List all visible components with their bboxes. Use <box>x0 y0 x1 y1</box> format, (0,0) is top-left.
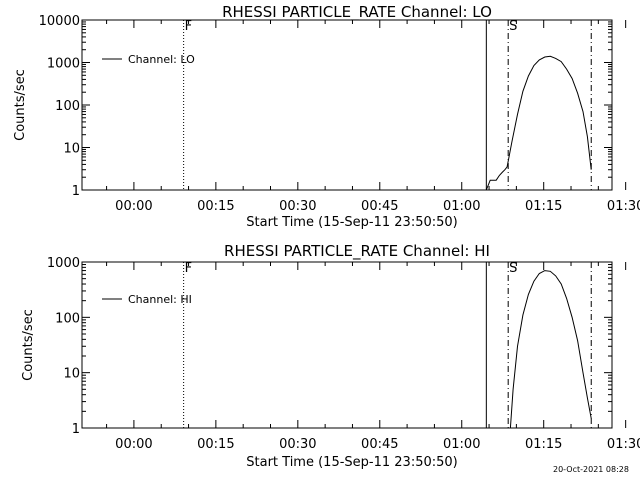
x-tick-label: 00:45 <box>361 437 398 452</box>
x-tick-label: 00:15 <box>197 437 234 452</box>
vline-label: S <box>509 261 517 276</box>
x-tick-label: 00:30 <box>279 437 316 452</box>
y-tick-label: 1 <box>72 184 80 199</box>
y-tick-label: 1000 <box>47 256 80 271</box>
x-tick-label: 00:00 <box>115 199 152 214</box>
y-tick-label: 100 <box>55 99 80 114</box>
series-line <box>485 55 592 191</box>
y-tick-label: 100 <box>55 311 80 326</box>
plot-frame <box>81 261 613 429</box>
x-tick-label: 01:15 <box>525 199 562 214</box>
x-axis-label: Start Time (15-Sep-11 23:50:50) <box>246 455 457 470</box>
hi-channel-panel: RHESSI PARTICLE_RATE Channel: HI 00:00 00:… <box>21 242 640 470</box>
vline-label: F <box>185 261 192 276</box>
y-tick-label: 1000 <box>47 57 80 72</box>
x-tick-label: 01:30 <box>607 199 640 214</box>
vline-label: S <box>509 19 517 34</box>
y-axis-label: Counts/sec <box>21 309 36 381</box>
series-line <box>509 270 592 429</box>
legend-entry: Channel: LO <box>128 53 195 66</box>
chart-title: RHESSI PARTICLE_RATE Channel: LO <box>222 3 492 22</box>
footer-timestamp: 20-Oct-2021 08:28 <box>553 465 629 474</box>
vline-label: F <box>185 19 192 34</box>
legend-entry: Channel: HI <box>128 293 192 306</box>
y-tick-label: 10 <box>63 142 80 157</box>
x-tick-label: 00:15 <box>197 199 234 214</box>
x-tick-label: 00:30 <box>279 199 316 214</box>
y-tick-label: 10000 <box>39 14 80 29</box>
y-tick-label: 10 <box>63 367 80 382</box>
x-tick-label: 01:00 <box>443 437 480 452</box>
x-axis-label: Start Time (15-Sep-11 23:50:50) <box>246 215 457 230</box>
y-axis-label: Counts/sec <box>13 69 28 141</box>
x-tick-label: 01:30 <box>607 437 640 452</box>
y-tick-label: 1 <box>72 422 80 437</box>
lo-channel-panel: RHESSI PARTICLE_RATE Channel: LO 00:00 00:… <box>13 3 640 230</box>
chart-title: RHESSI PARTICLE_RATE Channel: HI <box>224 242 490 261</box>
x-tick-label: 00:45 <box>361 199 398 214</box>
x-tick-label: 00:00 <box>115 437 152 452</box>
x-tick-label: 01:00 <box>443 199 480 214</box>
x-tick-label: 01:15 <box>525 437 562 452</box>
plot-frame <box>81 19 613 191</box>
